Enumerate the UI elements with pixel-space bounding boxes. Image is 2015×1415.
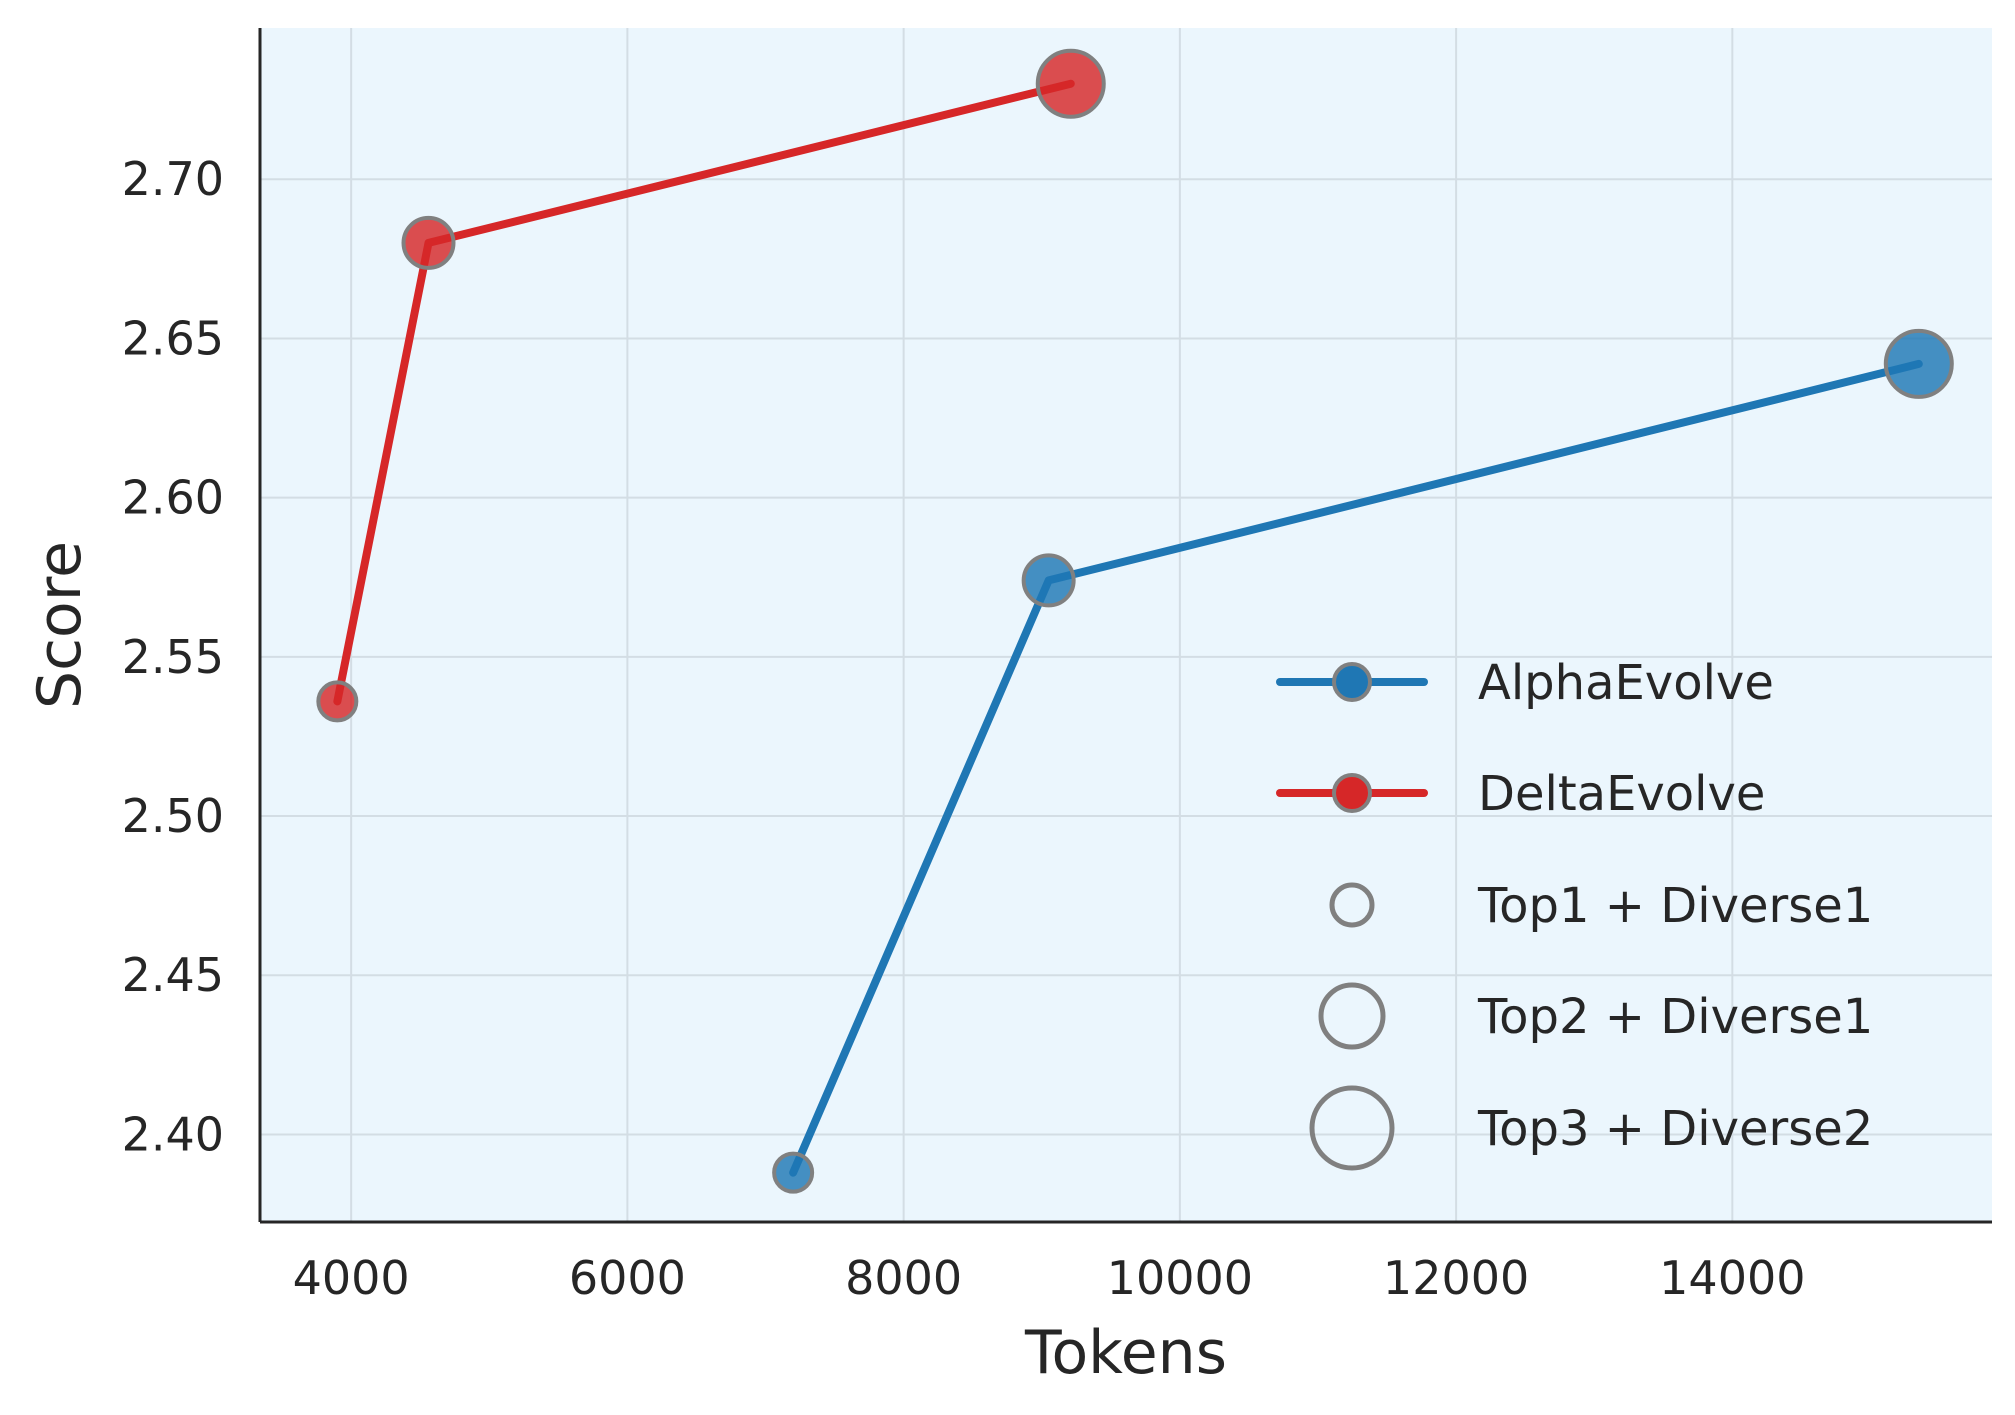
y-tick-label: 2.45 bbox=[122, 948, 224, 1002]
x-axis-title: Tokens bbox=[1024, 1318, 1227, 1388]
legend-size-marker bbox=[1329, 882, 1375, 928]
y-tick-label: 2.50 bbox=[122, 789, 224, 843]
axes bbox=[258, 28, 1992, 1224]
x-tick-label: 8000 bbox=[845, 1251, 962, 1305]
y-tick-label: 2.70 bbox=[122, 152, 224, 206]
alphaevolve-point bbox=[772, 1151, 815, 1194]
deltaevolve-point bbox=[401, 215, 456, 270]
y-tick-label: 2.55 bbox=[122, 630, 224, 684]
legend: AlphaEvolve DeltaEvolve Top1 + Diverse1 Top… bbox=[1276, 655, 1873, 1171]
x-tick-label: 4000 bbox=[293, 1251, 410, 1305]
x-tick-label: 6000 bbox=[569, 1251, 686, 1305]
legend-alphaevolve-label: AlphaEvolve bbox=[1478, 655, 1774, 711]
legend-size-marker bbox=[1309, 1085, 1395, 1171]
y-axis-title: Score bbox=[25, 541, 95, 709]
series-points bbox=[316, 48, 1954, 1194]
legend-size-label: Top1 + Diverse1 bbox=[1477, 878, 1873, 934]
deltaevolve-point bbox=[316, 680, 359, 723]
y-tick-label: 2.60 bbox=[122, 471, 224, 525]
y-tick-label: 2.40 bbox=[122, 1107, 224, 1161]
y-tick-label: 2.65 bbox=[122, 311, 224, 365]
deltaevolve-point bbox=[1035, 48, 1106, 119]
legend-size-marker bbox=[1318, 982, 1386, 1050]
alphaevolve-point bbox=[1021, 553, 1076, 608]
alphaevolve-point bbox=[1883, 328, 1954, 399]
legend-deltaevolve-marker bbox=[1332, 773, 1372, 813]
ticks: 4000 6000 8000 10000 12000 14000 2.40 2.45 2.50 2… bbox=[122, 152, 1806, 1305]
plot-background bbox=[260, 28, 1992, 1222]
x-tick-label: 14000 bbox=[1659, 1251, 1805, 1305]
legend-deltaevolve-label: DeltaEvolve bbox=[1478, 766, 1765, 822]
x-tick-label: 10000 bbox=[1107, 1251, 1253, 1305]
legend-size-label: Top2 + Diverse1 bbox=[1477, 989, 1873, 1045]
grid bbox=[260, 28, 1992, 1222]
legend-size-label: Top3 + Diverse2 bbox=[1477, 1101, 1873, 1157]
x-tick-label: 12000 bbox=[1383, 1251, 1529, 1305]
legend-alphaevolve-marker bbox=[1332, 662, 1372, 702]
